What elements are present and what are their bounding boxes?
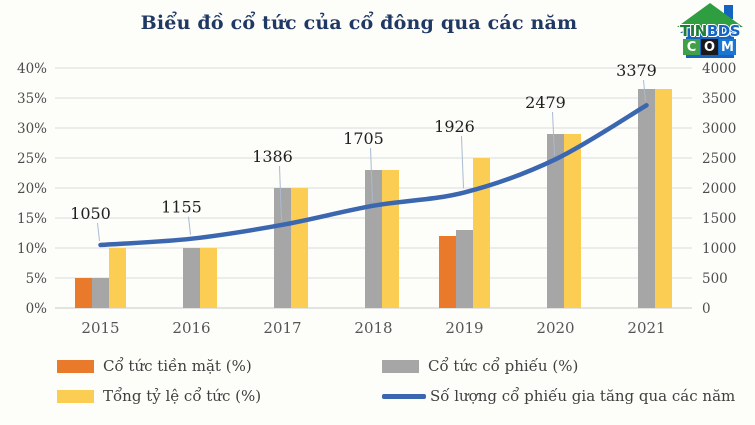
data-label-2017: 1386 — [252, 147, 293, 166]
bar-series2-2020 — [564, 134, 581, 308]
left-axis-tick: 20% — [17, 181, 47, 197]
label-leader-line — [461, 135, 464, 189]
logo-com: C O M — [683, 39, 736, 55]
dividend-chart: 0% 0 5% 500 10% 1000 15% 1500 20% 2000 25% 2500 30% 3… — [17, 61, 736, 337]
bar-series1-2021 — [638, 89, 655, 308]
right-axis-tick: 0 — [702, 301, 711, 317]
legend-item-total-dividend: Tổng tỷ lệ cổ tức (%) — [57, 387, 261, 405]
x-axis-label-2019: 2019 — [445, 319, 483, 337]
legend-item-cash-dividend: Cổ tức tiền mặt (%) — [57, 357, 252, 375]
bar-series1-2017 — [274, 188, 291, 308]
bar-series1-2019 — [456, 230, 473, 308]
share-count-line-swatch — [382, 393, 426, 399]
left-axis-tick: 35% — [17, 91, 47, 107]
bar-series2-2018 — [382, 170, 399, 308]
left-axis-tick: 30% — [17, 121, 47, 137]
chart-title: Biểu đồ cổ tức của cổ đông qua các năm — [140, 12, 578, 34]
left-axis-tick: 40% — [17, 61, 47, 77]
bar-series1-2015 — [92, 278, 109, 308]
legend-label: Số lượng cổ phiếu gia tăng qua các năm — [430, 387, 736, 405]
x-axis-label-2017: 2017 — [263, 319, 301, 337]
legend-item-share-count-line: Số lượng cổ phiếu gia tăng qua các năm — [382, 387, 735, 405]
data-label-2015: 1050 — [70, 204, 111, 223]
logo-tin: TIN — [679, 22, 707, 40]
bar-series0-2019 — [439, 236, 456, 308]
x-axis-label-2016: 2016 — [172, 319, 210, 337]
right-axis-tick: 3500 — [702, 91, 736, 107]
left-axis-tick: 25% — [17, 151, 47, 167]
tinbds-logo: TINBDS C O M — [674, 2, 748, 60]
x-axis-label-2015: 2015 — [81, 319, 119, 337]
label-leader-line — [370, 147, 373, 202]
total-dividend-swatch — [57, 389, 94, 403]
bar-series2-2017 — [291, 188, 308, 308]
x-axis-label-2018: 2018 — [354, 319, 392, 337]
bar-series2-2019 — [473, 158, 490, 308]
bar-series2-2021 — [655, 89, 672, 308]
stock-dividend-swatch — [382, 359, 419, 373]
legend-item-stock-dividend: Cổ tức cổ phiếu (%) — [382, 357, 578, 375]
label-leader-line — [279, 165, 282, 221]
data-label-2019: 1926 — [434, 117, 475, 136]
left-axis-tick: 5% — [26, 271, 48, 287]
right-axis-tick: 500 — [702, 271, 728, 287]
bar-series0-2015 — [75, 278, 92, 308]
right-axis-tick: 3000 — [702, 121, 736, 137]
label-leader-line — [188, 216, 191, 235]
x-axis-label-2020: 2020 — [536, 319, 574, 337]
legend-label: Cổ tức tiền mặt (%) — [103, 357, 252, 375]
data-label-2018: 1705 — [343, 129, 384, 148]
share-count-line — [98, 103, 649, 248]
logo-block-o: O — [701, 39, 718, 55]
logo-block-c: C — [683, 39, 700, 55]
right-axis-tick: 1500 — [702, 211, 736, 227]
right-axis-tick: 2500 — [702, 151, 736, 167]
data-label-2016: 1155 — [161, 198, 202, 217]
bar-series2-2015 — [109, 248, 126, 308]
label-leader-line — [97, 222, 100, 242]
logo-wordmark: TINBDS — [674, 22, 746, 40]
left-axis-tick: 10% — [17, 241, 47, 257]
right-axis-tick: 1000 — [702, 241, 736, 257]
logo-block-m: M — [719, 39, 736, 55]
label-leader-line — [552, 111, 555, 156]
data-label-2020: 2479 — [525, 93, 566, 112]
label-leader-line — [643, 79, 646, 102]
cash-dividend-swatch — [57, 359, 94, 373]
left-axis-tick: 15% — [17, 211, 47, 227]
legend-label: Cổ tức cổ phiếu (%) — [428, 357, 579, 375]
bar-series1-2016 — [183, 248, 200, 308]
logo-bds: BDS — [706, 22, 741, 40]
bar-series1-2020 — [547, 134, 564, 308]
legend-label: Tổng tỷ lệ cổ tức (%) — [103, 387, 262, 405]
data-label-2021: 3379 — [616, 61, 657, 80]
right-axis-tick: 2000 — [702, 181, 736, 197]
right-axis-tick: 4000 — [702, 61, 736, 77]
bar-series2-2016 — [200, 248, 217, 308]
x-axis-label-2021: 2021 — [627, 319, 665, 337]
left-axis-tick: 0% — [26, 301, 48, 317]
bar-series1-2018 — [365, 170, 382, 308]
